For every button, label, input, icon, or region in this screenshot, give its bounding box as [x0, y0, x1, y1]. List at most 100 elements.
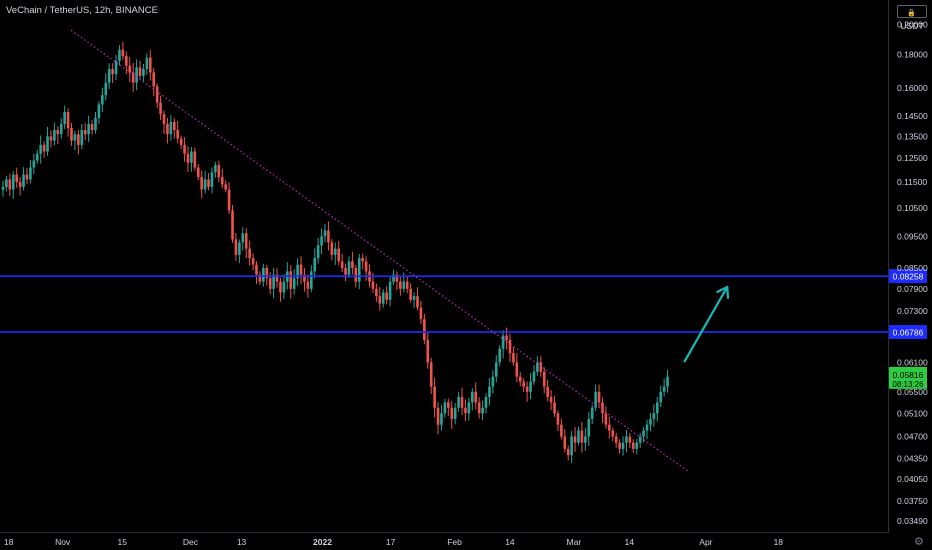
candle-body: [214, 165, 217, 173]
candle-body: [542, 371, 546, 387]
candle-body: [320, 236, 323, 246]
candle-body: [566, 448, 570, 456]
candle-body: [292, 278, 296, 289]
candle-body: [128, 65, 132, 73]
candle-body: [494, 362, 498, 377]
candle-body: [196, 167, 200, 178]
candle-body: [238, 242, 241, 255]
candle-body: [87, 123, 90, 135]
candle-body: [556, 413, 560, 425]
candle-body: [148, 57, 152, 73]
candle-body: [553, 402, 556, 414]
candle-body: [573, 436, 577, 443]
price-tick-label: 0.20000: [897, 20, 928, 30]
candle-body: [179, 138, 183, 145]
price-tick-label: 0.04050: [897, 474, 928, 484]
candle-body: [587, 418, 591, 437]
drawings-layer[interactable]: [70, 29, 730, 473]
candle-body: [56, 130, 60, 135]
time-tick-label: 17: [386, 537, 396, 547]
candle-body: [536, 362, 539, 372]
candle-body: [15, 174, 19, 182]
time-tick-label: Feb: [447, 537, 462, 547]
horizontal-levels-layer[interactable]: 0.08258 0.06786: [0, 269, 927, 340]
price-tick-label: 0.14500: [897, 111, 928, 121]
candle-body: [337, 248, 341, 262]
price-tick-label: 0.07900: [897, 284, 928, 294]
price-tick-label: 0.05500: [897, 387, 928, 397]
candle-body: [621, 442, 625, 449]
candle-body: [104, 82, 108, 96]
candle-body: [234, 239, 238, 255]
candle-body: [310, 271, 313, 289]
candle-body: [25, 174, 29, 180]
candle-body: [560, 424, 563, 437]
candle-body: [632, 442, 635, 449]
candle-body: [77, 134, 80, 145]
time-tick-label: Mar: [567, 537, 582, 547]
time-axis[interactable]: 18 Nov 15 Dec 13 2022 17 Feb 14 Mar 14 Apr 18: [4, 537, 783, 547]
price-tick-label: 0.16000: [897, 83, 928, 93]
candle-body: [645, 424, 649, 431]
candle-body: [59, 123, 63, 135]
candle-body: [385, 292, 388, 300]
candle-body: [275, 274, 279, 282]
candle-body: [625, 436, 628, 443]
trendline[interactable]: [70, 29, 690, 473]
candle-body: [392, 274, 395, 282]
candle-body: [597, 391, 601, 403]
candle-body: [505, 335, 508, 340]
time-tick-label: Nov: [55, 537, 71, 547]
candle-body: [53, 130, 56, 141]
candle-body: [166, 123, 169, 135]
candle-body: [453, 407, 457, 419]
price-axis[interactable]: 0.20000 0.18000 0.16000 0.14500 0.13500 0.125…: [889, 20, 928, 527]
arrow-head: [726, 285, 730, 300]
price-axis-border: [888, 0, 889, 532]
candle-body: [323, 230, 327, 237]
candle-body: [577, 430, 580, 443]
candle-body: [457, 397, 460, 408]
candle-body: [364, 261, 368, 272]
candle-body: [121, 49, 125, 57]
candle-body: [347, 261, 351, 275]
candle-body: [508, 339, 512, 354]
candle-body: [46, 136, 49, 152]
last-price-badge[interactable]: [889, 366, 927, 389]
candle-body: [316, 245, 320, 259]
candle-body: [70, 128, 73, 141]
candle-body: [381, 292, 385, 304]
candle-body: [248, 248, 251, 259]
candle-body: [135, 67, 138, 83]
candle-body: [306, 281, 310, 289]
candle-body: [159, 102, 162, 115]
candle-body: [378, 296, 382, 304]
candle-body: [563, 436, 567, 449]
candle-body: [388, 281, 392, 300]
price-tick-label: 0.03750: [897, 496, 928, 506]
candle-body: [655, 402, 659, 414]
time-axis-border: [0, 532, 889, 533]
time-tick-label: 15: [118, 537, 128, 547]
price-tick-label: 0.07300: [897, 306, 928, 316]
candle-body: [224, 184, 227, 190]
candle-body: [570, 436, 573, 456]
price-tick-label: 0.05100: [897, 408, 928, 418]
candle-body: [481, 407, 484, 414]
candle-body: [436, 407, 440, 425]
gear-icon[interactable]: ⚙: [914, 536, 924, 548]
currency-button[interactable]: 🔒 USDT: [897, 5, 927, 31]
time-tick-label: Apr: [699, 537, 712, 547]
candle-body: [66, 112, 70, 129]
candle-body: [580, 430, 584, 443]
price-tick-label: 0.04350: [897, 454, 928, 464]
candle-body: [443, 402, 447, 414]
candle-body: [142, 69, 145, 76]
arrow-up-right-icon[interactable]: [683, 285, 729, 363]
candle-body: [395, 274, 399, 282]
candle-body: [268, 278, 272, 289]
candle-body: [244, 233, 248, 249]
candle-body: [299, 264, 303, 275]
candle-body: [464, 407, 467, 414]
